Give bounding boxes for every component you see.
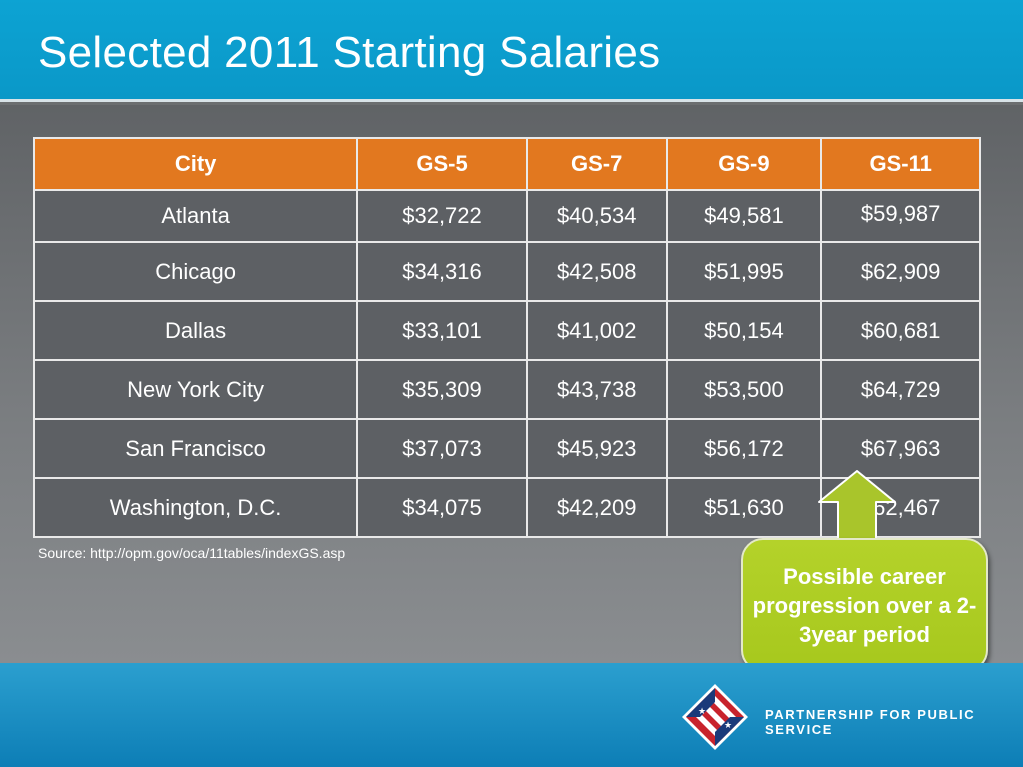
city-cell: Washington, D.C. bbox=[34, 478, 359, 538]
organization-name: PARTNERSHIP FOR PUBLIC SERVICE bbox=[765, 707, 976, 737]
slide-footer bbox=[0, 663, 1023, 767]
salary-cell: $41,002 bbox=[526, 301, 668, 361]
column-header-gs5: GS-5 bbox=[357, 138, 528, 191]
salary-cell: $37,073 bbox=[357, 419, 528, 479]
salary-cell: $50,154 bbox=[666, 301, 823, 361]
column-header-gs7: GS-7 bbox=[526, 138, 668, 191]
column-header-gs11: GS-11 bbox=[821, 138, 981, 191]
city-cell: Chicago bbox=[34, 242, 359, 302]
table-row: New York City $35,309 $43,738 $53,500 $6… bbox=[34, 360, 981, 420]
up-arrow-icon bbox=[818, 470, 896, 544]
salary-cell: $56,172 bbox=[666, 419, 823, 479]
salary-cell: $67,963 bbox=[821, 419, 981, 479]
salary-cell: $64,729 bbox=[821, 360, 981, 420]
column-header-city: City bbox=[34, 138, 359, 191]
salary-cell: $49,581 bbox=[666, 190, 823, 243]
salary-cell: $51,630 bbox=[666, 478, 823, 538]
salary-cell: $60,681 bbox=[821, 301, 981, 361]
salary-cell: $40,534 bbox=[526, 190, 668, 243]
city-cell: New York City bbox=[34, 360, 359, 420]
salary-cell: $32,722 bbox=[357, 190, 528, 243]
salary-cell: $33,101 bbox=[357, 301, 528, 361]
salary-cell: $51,995 bbox=[666, 242, 823, 302]
salary-cell: $62,909 bbox=[821, 242, 981, 302]
slide-title: Selected 2011 Starting Salaries bbox=[38, 28, 661, 77]
city-cell: San Francisco bbox=[34, 419, 359, 479]
table-header-row: City GS-5 GS-7 GS-9 GS-11 bbox=[34, 138, 981, 191]
slide-header: Selected 2011 Starting Salaries bbox=[0, 0, 1023, 102]
partnership-logo-icon: ★ ★ bbox=[682, 684, 748, 750]
svg-text:★: ★ bbox=[698, 707, 706, 717]
salary-cell: $53,500 bbox=[666, 360, 823, 420]
salary-cell: $34,075 bbox=[357, 478, 528, 538]
city-cell: Atlanta bbox=[34, 190, 359, 243]
column-header-gs9: GS-9 bbox=[666, 138, 823, 191]
salary-cell: $35,309 bbox=[357, 360, 528, 420]
table-row: San Francisco $37,073 $45,923 $56,172 $6… bbox=[34, 419, 981, 479]
table-row: Dallas $33,101 $41,002 $50,154 $60,681 bbox=[34, 301, 981, 361]
salary-cell: $34,316 bbox=[357, 242, 528, 302]
source-note: Source: http://opm.gov/oca/11tables/inde… bbox=[38, 545, 346, 561]
salary-cell: $59,987 bbox=[821, 190, 981, 243]
salary-table: City GS-5 GS-7 GS-9 GS-11 Atlanta $32,72… bbox=[33, 137, 981, 538]
table-row: Atlanta $32,722 $40,534 $49,581 $59,987 bbox=[34, 190, 981, 243]
svg-text:★: ★ bbox=[724, 721, 732, 731]
city-cell: Dallas bbox=[34, 301, 359, 361]
career-progression-callout: Possible career progression over a 2-3ye… bbox=[741, 538, 988, 672]
salary-cell: $43,738 bbox=[526, 360, 668, 420]
salary-cell: $42,209 bbox=[526, 478, 668, 538]
salary-cell: $45,923 bbox=[526, 419, 668, 479]
salary-cell: $42,508 bbox=[526, 242, 668, 302]
table-row: Chicago $34,316 $42,508 $51,995 $62,909 bbox=[34, 242, 981, 302]
